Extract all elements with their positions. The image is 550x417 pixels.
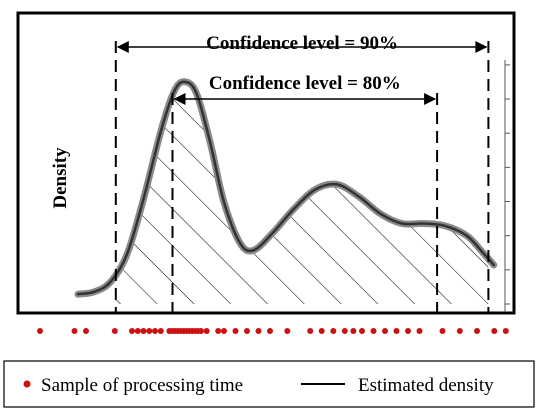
sample-dot [474,328,480,334]
hatched-area [115,81,489,304]
confidence-intervals: Confidence level = 90% Confidence level =… [114,33,490,312]
sample-dot [140,328,147,334]
sample-dot [307,328,314,334]
ci-label: Confidence level = 80% [209,73,401,94]
plot-frame [16,11,516,315]
sample-dot [221,328,227,334]
sample-dot [318,328,325,334]
density-curve [76,80,496,296]
ci-arrowhead-right [475,41,488,53]
sample-dot [416,328,423,334]
ci-arrowhead-left [116,41,129,53]
sample-dot [359,328,365,334]
sample-dot [71,328,78,334]
y-axis-label: Density [50,147,71,209]
sample-dot [152,328,158,334]
sample-dot [491,328,498,334]
sample-dot [382,328,388,334]
sample-dot [129,328,135,334]
sample-dot [37,328,43,334]
legend-sample-label: Sample of processing time [41,375,243,396]
legend-density-label: Estimated density [358,375,494,396]
sample-dot [215,328,222,334]
sample-dot [456,328,463,334]
sample-dot [502,328,509,334]
ci-label: Confidence level = 90% [206,33,398,54]
sample-dot [203,328,210,334]
sample-dot [244,328,250,334]
sample-dot [284,328,291,334]
legend-box [3,360,535,408]
sample-dot [330,328,337,334]
sample-dot [198,328,204,334]
sample-dot [439,328,446,334]
sample-dot [83,328,89,334]
sample-dot [393,328,400,334]
right-axis [504,60,510,312]
sample-dot [134,328,141,334]
sample-points [37,328,509,334]
legend-sample-marker [23,380,31,388]
legend: Sample of processing time Estimated dens… [3,360,535,408]
sample-dot [157,328,164,334]
sample-dot [255,328,262,334]
sample-dot [405,328,411,334]
sample-dot [111,328,118,334]
sample-dot [267,328,273,334]
sample-dot [341,328,348,334]
sample-dot [146,328,153,334]
sample-dot [232,328,239,334]
ci-arrowhead-right [424,93,437,105]
ci-arrowhead-left [173,93,186,105]
sample-dot [350,328,357,334]
sample-dot [370,328,377,334]
